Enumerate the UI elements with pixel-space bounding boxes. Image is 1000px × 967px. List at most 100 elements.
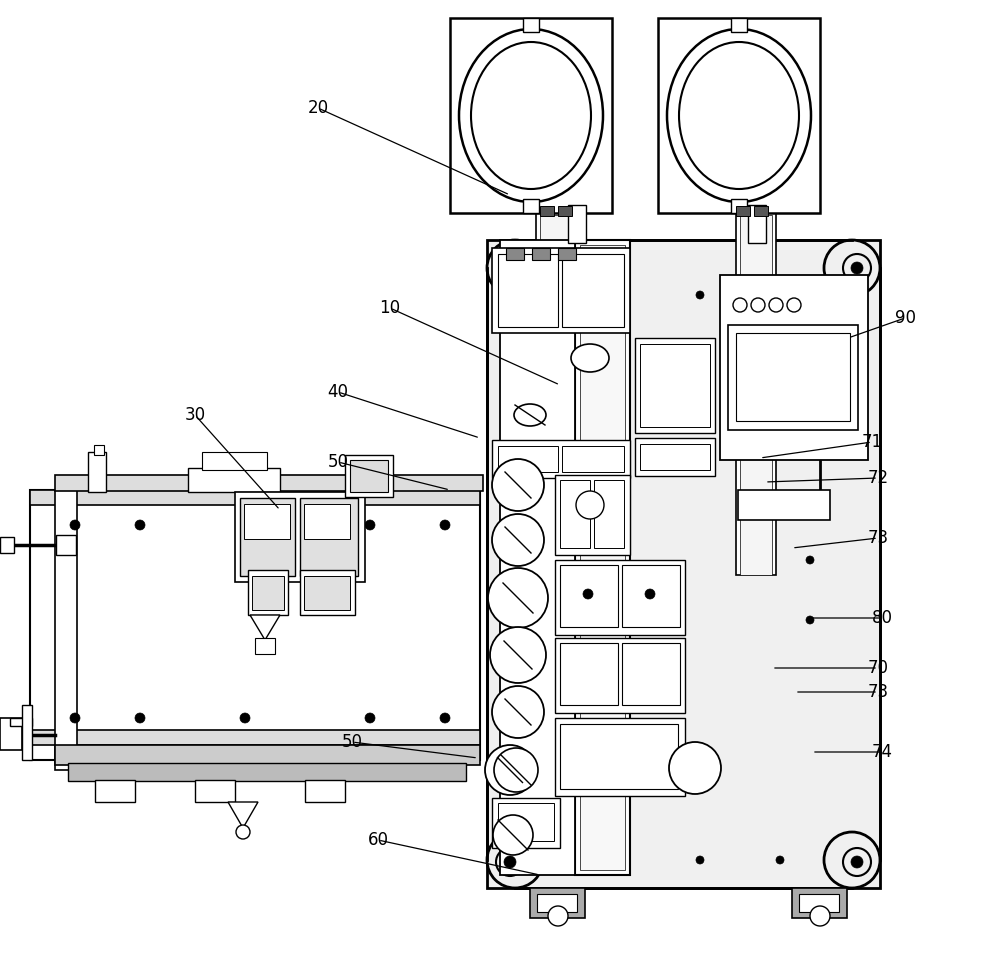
Bar: [252, 576, 284, 610]
Circle shape: [669, 742, 721, 794]
Bar: [255, 638, 275, 654]
Bar: [300, 570, 355, 615]
Circle shape: [616, 291, 624, 299]
Ellipse shape: [514, 404, 546, 426]
Bar: [30, 490, 480, 760]
Bar: [540, 206, 554, 216]
Circle shape: [548, 906, 568, 926]
Bar: [555, 718, 685, 796]
Circle shape: [485, 745, 535, 795]
Bar: [498, 803, 554, 841]
Circle shape: [487, 832, 543, 888]
Bar: [10, 718, 32, 726]
Polygon shape: [228, 802, 258, 828]
Bar: [748, 205, 766, 243]
Circle shape: [733, 298, 747, 312]
Bar: [530, 888, 585, 918]
Bar: [244, 504, 290, 539]
Bar: [562, 254, 624, 327]
Bar: [95, 780, 135, 802]
Circle shape: [776, 291, 784, 299]
Ellipse shape: [667, 29, 811, 202]
Bar: [498, 254, 558, 327]
Bar: [188, 468, 280, 492]
Bar: [560, 643, 618, 705]
Bar: [0, 728, 18, 742]
Bar: [350, 460, 388, 492]
Bar: [240, 498, 295, 576]
Polygon shape: [250, 615, 280, 640]
Bar: [555, 638, 685, 713]
Ellipse shape: [571, 344, 609, 372]
Bar: [500, 240, 575, 875]
Text: 70: 70: [868, 659, 889, 677]
Bar: [562, 446, 624, 472]
Circle shape: [70, 713, 80, 723]
Circle shape: [806, 556, 814, 564]
Circle shape: [806, 616, 814, 624]
Circle shape: [440, 520, 450, 530]
Circle shape: [135, 520, 145, 530]
Circle shape: [645, 589, 655, 599]
Bar: [736, 210, 776, 575]
Bar: [68, 763, 466, 781]
Text: 30: 30: [184, 406, 206, 424]
Bar: [487, 240, 880, 888]
Bar: [506, 248, 524, 260]
Ellipse shape: [459, 29, 603, 202]
Bar: [55, 490, 77, 770]
Circle shape: [843, 848, 871, 876]
Bar: [640, 444, 710, 470]
Bar: [560, 724, 678, 789]
Bar: [568, 205, 586, 243]
Bar: [55, 475, 483, 491]
Bar: [88, 452, 106, 492]
Circle shape: [236, 825, 250, 839]
Circle shape: [536, 291, 544, 299]
Bar: [731, 18, 747, 32]
Circle shape: [365, 713, 375, 723]
Circle shape: [135, 713, 145, 723]
Text: 74: 74: [872, 743, 893, 761]
Bar: [492, 248, 630, 333]
Bar: [558, 248, 576, 260]
Bar: [450, 18, 612, 213]
Circle shape: [824, 240, 880, 296]
Bar: [594, 480, 624, 548]
Ellipse shape: [471, 42, 591, 189]
Bar: [248, 570, 288, 615]
Bar: [235, 492, 365, 582]
Bar: [532, 248, 550, 260]
Text: 40: 40: [328, 383, 349, 401]
Circle shape: [440, 713, 450, 723]
Text: 10: 10: [379, 299, 401, 317]
Bar: [498, 446, 558, 472]
Text: 50: 50: [342, 733, 363, 751]
Bar: [304, 576, 350, 610]
Circle shape: [851, 262, 863, 274]
Bar: [622, 643, 680, 705]
Bar: [575, 240, 630, 875]
Bar: [560, 480, 590, 548]
Circle shape: [787, 298, 801, 312]
Bar: [754, 206, 768, 216]
Text: 71: 71: [861, 433, 883, 451]
Bar: [640, 344, 710, 427]
Bar: [799, 894, 839, 912]
Bar: [0, 718, 22, 750]
Circle shape: [504, 856, 516, 868]
Circle shape: [583, 589, 593, 599]
Circle shape: [487, 240, 543, 296]
Bar: [635, 438, 715, 476]
Bar: [22, 705, 32, 760]
Bar: [792, 888, 847, 918]
Circle shape: [496, 254, 524, 282]
Bar: [555, 475, 630, 555]
Bar: [622, 565, 680, 627]
Bar: [731, 199, 747, 213]
Bar: [523, 199, 539, 213]
Circle shape: [492, 686, 544, 738]
Circle shape: [769, 298, 783, 312]
Circle shape: [490, 627, 546, 683]
Circle shape: [696, 291, 704, 299]
